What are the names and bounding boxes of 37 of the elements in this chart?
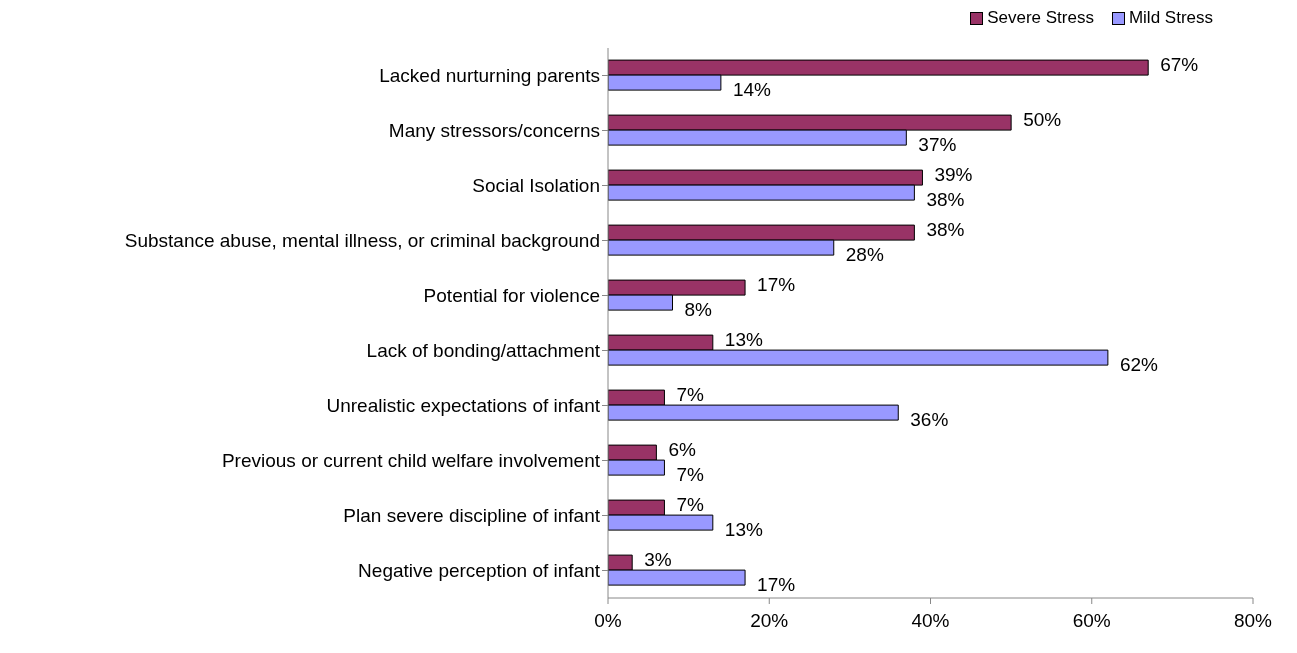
data-label: 36% — [910, 408, 949, 430]
y-tick-label: Many stressors/concerns — [388, 120, 600, 142]
y-tick-label: Unrealistic expectations of infant — [326, 395, 601, 417]
y-tick-label: Lack of bonding/attachment — [366, 340, 601, 362]
y-tick-label: Substance abuse, mental illness, or criminal background — [124, 230, 600, 252]
data-label: 17% — [757, 273, 796, 295]
y-tick-label: Lacked nurturning parents — [379, 65, 600, 87]
y-tick-label: Plan severe discipline of infant — [343, 505, 601, 527]
data-label: 62% — [1119, 353, 1159, 375]
data-label: 17% — [757, 573, 796, 595]
y-tick-label: Previous or current child welfare involvement — [221, 450, 601, 472]
x-tick-label: 20% — [750, 610, 789, 632]
data-label: 7% — [676, 493, 704, 515]
legend-label: Mild Stress — [1127, 8, 1213, 28]
y-tick-label: Social Isolation — [472, 175, 600, 197]
data-label: 3% — [644, 548, 672, 570]
x-tick-label: 0% — [594, 610, 622, 632]
data-label: 7% — [676, 463, 704, 485]
data-label: 37% — [918, 133, 957, 155]
data-label: 50% — [1023, 108, 1062, 130]
data-label: 13% — [724, 328, 763, 350]
data-label: 14% — [732, 78, 772, 100]
data-label: 7% — [676, 383, 704, 405]
data-label: 38% — [926, 188, 965, 210]
y-tick-label: Potential for violence — [423, 285, 600, 307]
x-tick-label: 80% — [1233, 610, 1273, 632]
data-label: 38% — [926, 218, 965, 240]
y-tick-label: Negative perception of infant — [358, 560, 601, 582]
data-label: 39% — [934, 163, 973, 185]
data-label: 13% — [724, 518, 763, 540]
data-label: 8% — [684, 298, 713, 320]
data-label: 67% — [1160, 53, 1199, 75]
data-label: 28% — [845, 243, 884, 265]
legend-label: Severe Stress — [986, 8, 1094, 28]
data-label: 6% — [668, 438, 696, 460]
x-tick-label: 60% — [1072, 610, 1111, 632]
x-tick-label: 40% — [911, 610, 950, 632]
